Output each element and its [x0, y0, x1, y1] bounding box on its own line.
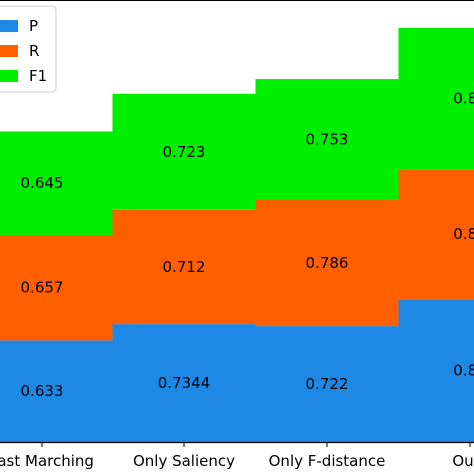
x-tick-label-only-saliency: Only Saliency: [133, 452, 235, 470]
bar-r-only-saliency: [112, 209, 256, 325]
axes-group: [0, 0, 474, 444]
data-label-p-fast-marching: 0.633: [21, 382, 64, 400]
data-label-r-fast-marching: 0.657: [21, 279, 64, 297]
x-tick-label-ours: Ours: [452, 452, 474, 470]
bar-f1-ours: [398, 27, 474, 170]
bar-p-fast-marching: [0, 340, 114, 442]
data-label-f1-ours: 0.88: [453, 90, 474, 108]
data-label-r-only-f-distance: 0.786: [306, 254, 349, 272]
bar-f1-only-f-distance: [255, 79, 399, 200]
bar-r-ours: [398, 169, 474, 300]
bar-f1-fast-marching: [0, 131, 114, 235]
data-label-f1-fast-marching: 0.645: [21, 174, 64, 192]
legend-swatch-r: [0, 45, 18, 57]
legend-label-f1: F1: [29, 67, 47, 85]
bar-p-only-saliency: [112, 324, 256, 442]
data-label-r-only-saliency: 0.712: [163, 258, 206, 276]
bar-p-only-f-distance: [255, 326, 399, 442]
bars-group: 0.633 0.657 0.645 0.7344 0.712 0.723 0.722 0.78…: [0, 27, 474, 442]
legend-label-p: P: [29, 17, 38, 35]
data-label-f1-only-saliency: 0.723: [163, 143, 206, 161]
x-tick-label-fast-marching: Fast Marching: [0, 452, 94, 470]
legend-swatch-p: [0, 20, 18, 32]
data-label-p-only-f-distance: 0.722: [306, 375, 349, 393]
bar-r-only-f-distance: [255, 199, 399, 327]
legend: PR F1: [0, 5, 57, 93]
bar-r-fast-marching: [0, 234, 114, 341]
data-label-p-ours: 0.89: [453, 362, 474, 380]
data-label-f1-only-f-distance: 0.753: [306, 131, 349, 149]
x-tick-label-only-f-distance: Only F-distance: [269, 452, 386, 470]
legend-label-r: R: [29, 42, 39, 60]
data-label-r-ours: 0.81: [453, 225, 474, 243]
x-ticks-group: Fast Marching Only Saliency Only F-distanc…: [0, 442, 474, 470]
bar-f1-only-saliency: [112, 93, 256, 210]
data-label-p-only-saliency: 0.7344: [158, 374, 211, 392]
bar-p-ours: [398, 299, 474, 442]
legend-swatch-f1: [0, 70, 18, 82]
